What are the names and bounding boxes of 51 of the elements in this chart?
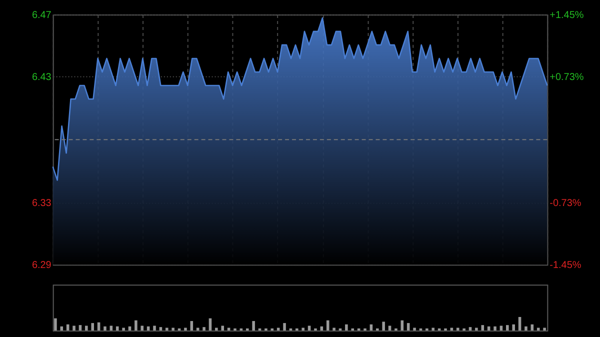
bar (506, 325, 509, 330)
bar (432, 328, 434, 330)
bar (512, 324, 515, 330)
bar (134, 320, 138, 330)
bar (406, 323, 410, 330)
bar (524, 326, 528, 330)
bar (159, 327, 162, 330)
bar (202, 327, 206, 330)
bar (500, 326, 503, 330)
bar (388, 326, 392, 330)
bar (481, 325, 484, 330)
bar (54, 318, 57, 330)
bar (190, 321, 194, 330)
bar (475, 328, 478, 330)
y2-tick-label: -0.73% (550, 198, 582, 210)
bar (494, 326, 496, 330)
bar (166, 328, 168, 330)
bar (91, 323, 94, 330)
bar (252, 321, 255, 330)
bar (518, 316, 522, 330)
bar (543, 328, 546, 330)
bar (302, 328, 304, 330)
y-tick-label: 6.47 (32, 10, 52, 22)
y-tick-label: 6.33 (32, 198, 52, 210)
y-tick-label: 6.29 (32, 260, 52, 272)
y2-tick-label: +0.73% (550, 72, 584, 84)
bar (104, 326, 106, 330)
bar (85, 326, 88, 330)
y-tick-label: 6.43 (32, 72, 52, 84)
bar (116, 326, 119, 330)
bar (215, 328, 218, 330)
y2-tick-label: +1.45% (550, 10, 584, 22)
bar (308, 326, 311, 330)
bar (283, 323, 286, 330)
bar (345, 324, 348, 330)
bar (326, 320, 330, 330)
bar (140, 326, 144, 330)
bar (468, 327, 472, 330)
bar (122, 328, 125, 330)
bar (382, 322, 385, 330)
bar (72, 326, 76, 330)
y2-tick-label: -1.45% (550, 260, 582, 272)
bar (110, 326, 113, 330)
bar (221, 326, 224, 330)
bar (413, 328, 416, 330)
bar (456, 328, 460, 330)
bar (332, 328, 336, 330)
bar (184, 328, 187, 330)
bar (153, 326, 156, 330)
bar (78, 325, 82, 330)
bar (172, 328, 174, 330)
